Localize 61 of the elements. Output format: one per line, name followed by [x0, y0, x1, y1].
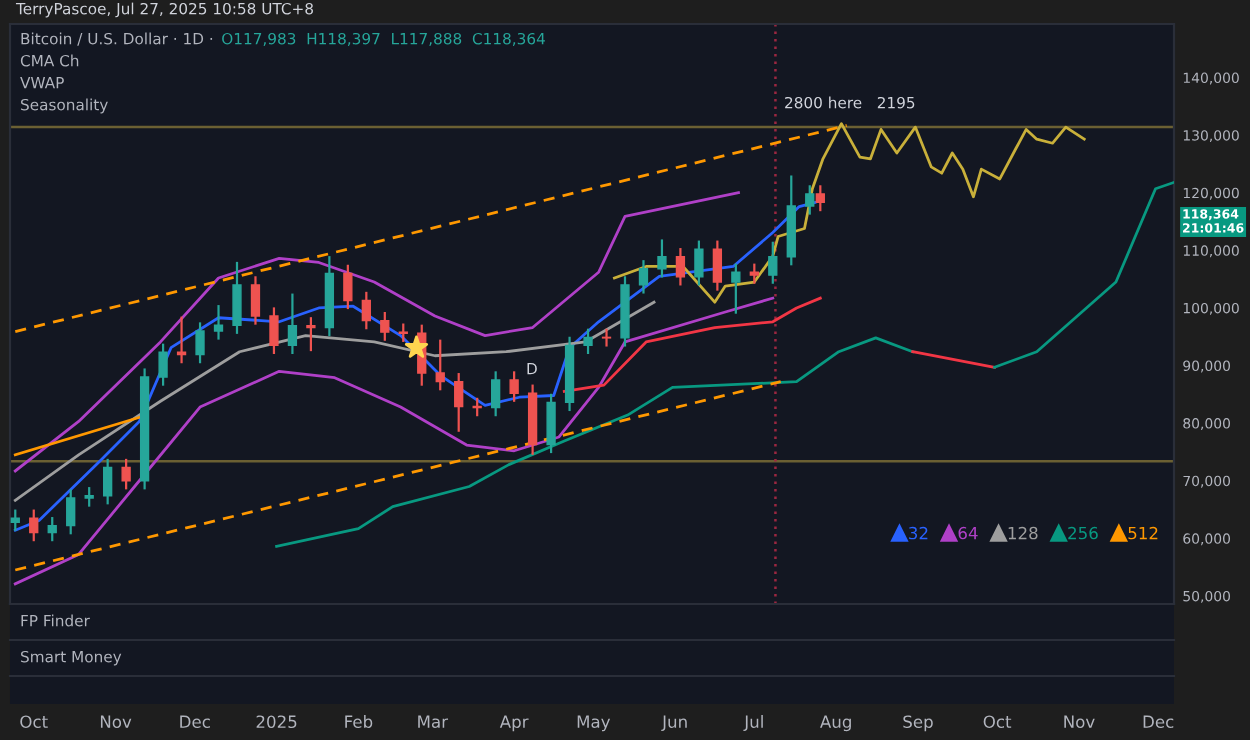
candlestick	[657, 238, 667, 279]
candlestick	[731, 262, 741, 315]
x-tick-label: Mar	[418, 715, 449, 729]
x-tick-label: Dec	[1143, 715, 1174, 729]
x-tick-label: Jun	[661, 715, 687, 732]
legend-label: 32	[909, 526, 928, 540]
x-tick-label: Nov	[100, 715, 132, 729]
candlestick	[195, 321, 205, 365]
candlestick	[213, 303, 224, 341]
candlestick	[250, 275, 261, 326]
candlestick	[454, 371, 464, 433]
x-tick-label: Oct	[20, 715, 48, 729]
line-series	[13, 300, 656, 502]
candlestick	[84, 485, 94, 508]
candlestick	[805, 184, 815, 216]
candlestick	[749, 262, 759, 285]
candlestick	[601, 327, 612, 348]
candlestick	[491, 370, 501, 418]
candlestick	[121, 457, 131, 491]
legend-label: 256	[1068, 526, 1098, 540]
candlestick	[712, 239, 723, 292]
candlestick	[29, 508, 39, 543]
candlestick	[815, 184, 825, 213]
line-series	[13, 296, 775, 586]
x-tick-label: Apr	[499, 715, 529, 732]
candlestick	[287, 292, 298, 356]
candlestick	[158, 342, 168, 387]
candlestick	[306, 316, 316, 353]
candlestick	[380, 310, 390, 342]
candlestick	[66, 488, 76, 536]
candlestick	[638, 259, 649, 295]
x-tick-label: May	[577, 715, 611, 732]
legend-label: 512	[1128, 526, 1158, 540]
candlestick	[583, 327, 593, 356]
candlestick	[694, 239, 704, 287]
candlestick	[47, 515, 57, 543]
x-tick-label: Oct	[983, 715, 1012, 729]
line-series	[13, 191, 740, 473]
candlestick	[546, 392, 556, 455]
line-series	[613, 122, 1086, 304]
x-tick-label: Feb	[345, 715, 373, 729]
legend-label: 64	[958, 526, 978, 540]
candlestick	[10, 508, 20, 532]
candlestick	[768, 240, 778, 285]
candlestick	[343, 263, 353, 311]
candlestick	[435, 338, 445, 392]
x-tick-label: Sep	[903, 715, 933, 732]
line-series	[993, 181, 1174, 369]
candlestick	[269, 306, 279, 356]
candlestick	[103, 457, 113, 506]
x-tick-label: 2025	[256, 715, 297, 729]
x-tick-label: Jul	[743, 715, 763, 732]
x-tick-label: Nov	[1064, 715, 1095, 729]
candlestick	[509, 370, 519, 403]
candlestick	[232, 260, 242, 335]
candlestick	[361, 290, 371, 331]
x-tick-label: Dec	[180, 715, 210, 729]
legend-label: 128	[1008, 526, 1038, 540]
candlestick	[398, 322, 408, 344]
candlestick	[675, 246, 686, 287]
x-tick-label: Aug	[820, 715, 851, 732]
